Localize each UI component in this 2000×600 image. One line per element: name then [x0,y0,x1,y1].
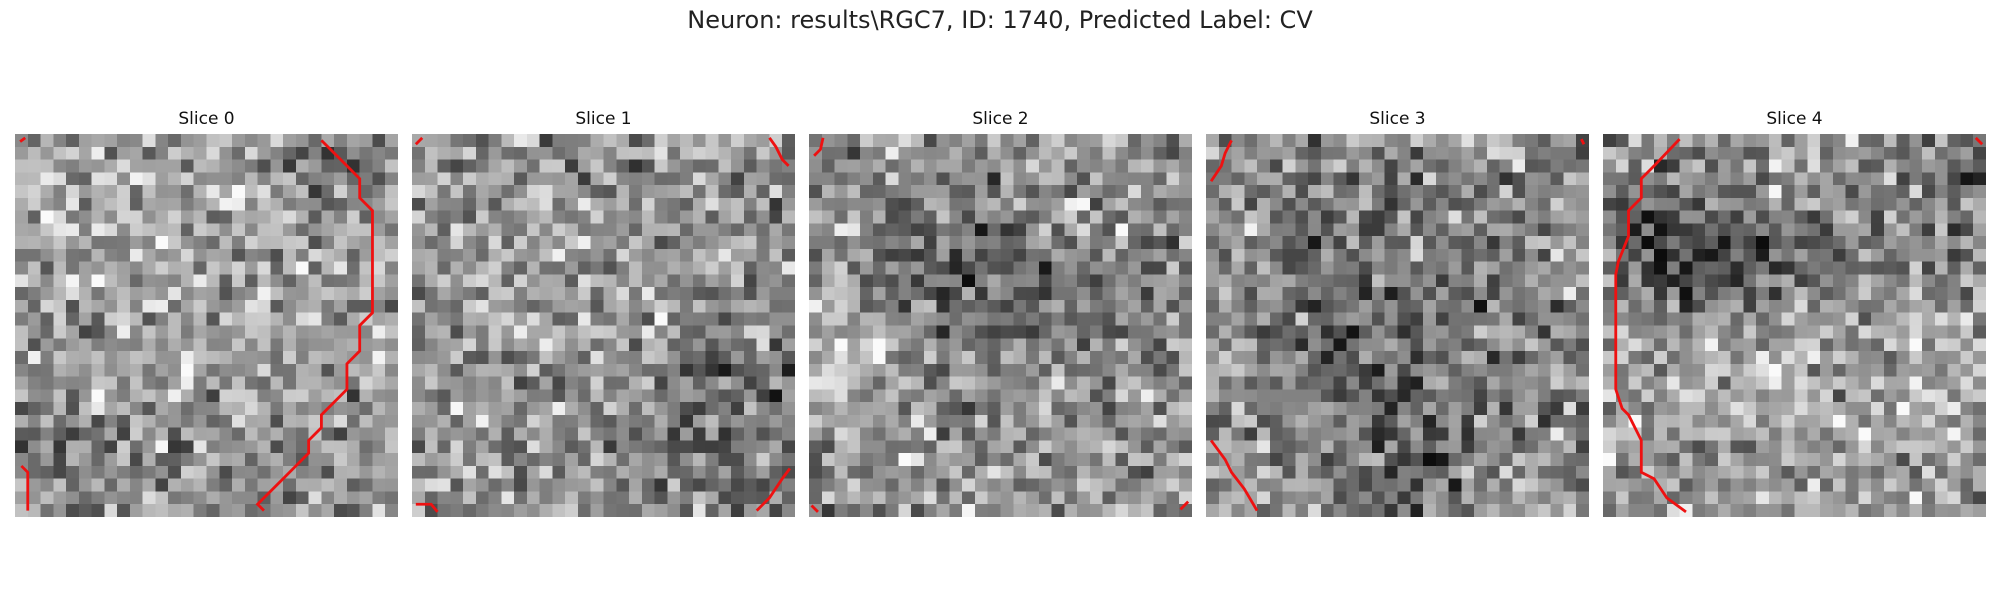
pixel-grid [809,134,1192,517]
contour-line [1974,136,1984,146]
slice-4-title: Slice 4 [1766,109,1823,129]
pixel-grid [1206,134,1589,517]
contour-line [1580,138,1586,145]
slice-4-image [1603,134,1986,517]
slice-1-image [412,134,795,517]
slice-2-image [809,134,1192,517]
contour-line [414,136,424,146]
contour-line [19,136,27,143]
contour-line [755,467,792,512]
slice-0-image [15,134,398,517]
contour-line [810,504,819,513]
contour-line [768,137,790,167]
contour-line [1209,439,1259,512]
contour-line [255,139,374,512]
contour-line [1614,138,1687,514]
slice-2-title: Slice 2 [972,109,1029,129]
slice-3-image [1206,134,1589,517]
pixel-grid [1603,134,1986,517]
pixel-grid [412,134,795,517]
contour-line [813,137,825,157]
pixel-grid [15,134,398,517]
contour-line [20,464,30,511]
figure-title: Neuron: results\RGC7, ID: 1740, Predicte… [687,6,1313,34]
contour-line [415,502,439,513]
contour-line [1179,500,1190,511]
slice-0-title: Slice 0 [178,109,235,129]
slice-1-title: Slice 1 [575,109,632,129]
slice-3-title: Slice 3 [1369,109,1426,129]
contour-line [1209,139,1233,183]
